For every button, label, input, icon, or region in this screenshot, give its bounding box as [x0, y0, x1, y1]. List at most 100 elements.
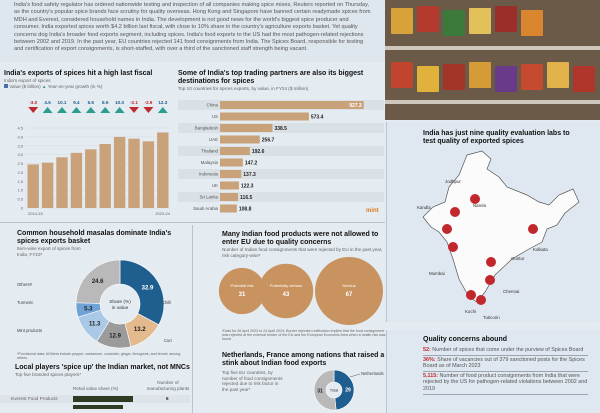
- lab-label: Kandla: [417, 205, 431, 210]
- bubble-value: 67: [346, 292, 353, 298]
- value-label: 137.3: [243, 172, 256, 178]
- quality-title: Quality concerns abound: [423, 336, 508, 343]
- chart-title: Some of India's top trading partners are…: [178, 70, 364, 85]
- lab-marker-icon: [476, 295, 486, 305]
- category-label: Sri Lanka: [199, 195, 218, 200]
- chart-legend: Value ($ billion) ▲ Year-on-year growth …: [4, 83, 176, 90]
- spice-shelf-photo: [385, 0, 600, 120]
- bar: [157, 132, 169, 208]
- quality-concerns-box: Quality concerns abound 52: Number of sp…: [386, 330, 600, 413]
- bar: [99, 144, 111, 208]
- bar: [41, 162, 54, 208]
- eu-countries-donut: Netherlands, France among nations that r…: [222, 352, 392, 411]
- category-label: Saudi Arabia: [193, 206, 218, 211]
- chart-title: Many Indian food products were not allow…: [222, 231, 379, 246]
- quality-item: 5,115: Number of food product consignmen…: [423, 372, 588, 395]
- share-bar: [73, 405, 123, 409]
- lab-label: Chennai: [503, 289, 519, 294]
- down-arrow-icon: [129, 107, 139, 113]
- category-label: Bangladesh: [195, 126, 219, 131]
- y-tick-label: 2.0: [17, 170, 23, 175]
- donut-slice: [313, 369, 337, 411]
- lab-marker-icon: [485, 275, 495, 285]
- label-leader: [349, 373, 361, 378]
- bar: [85, 149, 97, 208]
- donut-slice: [119, 259, 165, 326]
- slice-value: 29: [345, 387, 351, 393]
- up-arrow-icon: [100, 107, 111, 113]
- spice-items-donut: Common household masalas dominate India'…: [17, 230, 189, 360]
- lab-label: Kolkata: [533, 247, 548, 252]
- bubble-label: Potential risk: [231, 283, 254, 288]
- slice-label: Chilli: [162, 300, 171, 305]
- growth-label: 10.1: [58, 100, 67, 105]
- bar: [220, 101, 364, 109]
- slice-label: Cumin: [164, 338, 172, 343]
- value-label: 192.6: [252, 149, 265, 155]
- chart-title: Netherlands, France among nations that r…: [222, 352, 385, 367]
- bar: [220, 124, 273, 132]
- lab-marker-icon: [442, 224, 452, 234]
- y-tick-label: 3.5: [17, 143, 23, 148]
- chart-title: India's exports of spices hit a high las…: [4, 70, 153, 77]
- slice-label: Mint products: [17, 328, 42, 333]
- center-label: in value: [112, 305, 129, 311]
- row-bg: [178, 203, 384, 214]
- up-arrow-icon: [157, 107, 168, 113]
- donut-slice: [75, 259, 121, 304]
- bar: [128, 138, 140, 208]
- slice-label: Netherlands: [361, 371, 384, 376]
- lab-marker-icon: [486, 257, 496, 267]
- chart-footnote: *Data for 26 April 2023 to 24 April 2024…: [222, 329, 386, 341]
- y-tick-label: 4.5: [17, 126, 23, 131]
- eu-rejections-bubbles: Many Indian food products were not allow…: [218, 231, 386, 346]
- slice-value: 24.6: [92, 279, 104, 285]
- lab-marker-icon: [448, 242, 458, 252]
- y-tick-label: 1.0: [17, 188, 23, 193]
- up-arrow-icon: [57, 107, 67, 113]
- slice-value: 11.3: [89, 322, 101, 328]
- growth-label: 4.6: [44, 100, 51, 105]
- row-bg: [178, 169, 384, 179]
- chart-subtitle: Item-wise export of spices from India, F…: [17, 246, 81, 257]
- chart-subtitle: Number of Indian food consignments that …: [222, 247, 383, 258]
- y-tick-label: 3.0: [17, 152, 23, 157]
- y-tick-label: 0.5: [17, 197, 23, 202]
- category-label: Thailand: [201, 149, 218, 154]
- category-label: Malaysia: [201, 160, 219, 165]
- category-label: UK: [212, 183, 218, 188]
- row-bg: [178, 192, 384, 202]
- growth-label: 6.6: [88, 100, 95, 105]
- mint-logo: mint: [366, 208, 379, 214]
- value-label: 927.3: [349, 103, 362, 109]
- chart-title: Local players 'spice up' the Indian mark…: [15, 364, 190, 371]
- value-label: 108.8: [239, 207, 252, 213]
- quality-text: Share of vacancies out of 379 sanctioned…: [423, 356, 585, 370]
- up-arrow-icon: [71, 107, 82, 113]
- chart-subtitle: India's export of spices: [4, 78, 51, 83]
- y-tick-label: 0: [21, 206, 24, 211]
- growth-label: -2.1: [130, 100, 138, 105]
- top-destinations-chart: Some of India's top trading partners are…: [178, 70, 384, 220]
- slice-value: 32.9: [142, 286, 154, 292]
- category-label: Indonesia: [199, 172, 219, 177]
- growth-label: 10.0: [115, 100, 124, 105]
- center-label: Total: [330, 388, 339, 393]
- row-bg: [178, 180, 384, 191]
- value-label: 256.7: [262, 138, 275, 144]
- quality-text: Number of spices that come under the pur…: [432, 347, 584, 353]
- plants-value: 6: [166, 396, 169, 401]
- x-tick-label: 2014-15: [28, 211, 43, 216]
- lab-label: Mumbai: [429, 271, 445, 276]
- lab-marker-icon: [470, 194, 480, 204]
- bar: [142, 141, 155, 208]
- legend-value: Value ($ billion): [9, 83, 41, 89]
- lab-marker-icon: [466, 290, 476, 300]
- col-header-plants: Number of manufacturing plants: [146, 380, 190, 391]
- quality-item: 36%: Share of vacancies out of 379 sanct…: [423, 356, 588, 372]
- map-title: India has just nine quality evaluation l…: [423, 130, 570, 145]
- growth-label: 9.4: [73, 100, 80, 105]
- chart-title: Common household masalas dominate India'…: [17, 230, 172, 245]
- bar: [220, 204, 237, 213]
- bar: [220, 181, 239, 190]
